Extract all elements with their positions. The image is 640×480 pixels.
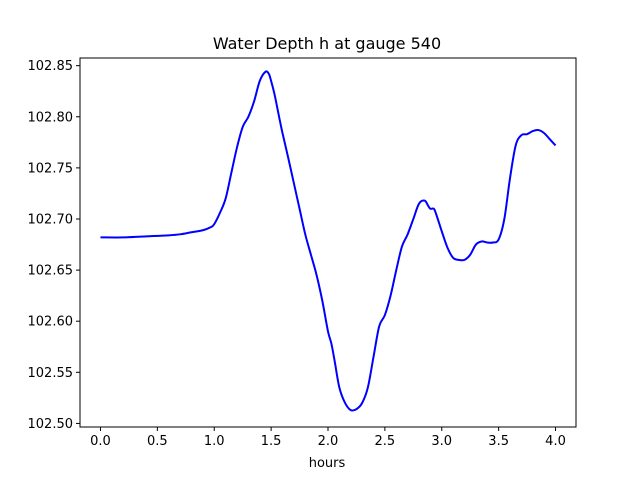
x-tick-label: 4.0 (545, 434, 566, 449)
y-tick-label: 102.80 (28, 110, 74, 125)
y-tick-label: 102.70 (28, 212, 74, 227)
x-tick-label: 0.5 (147, 434, 168, 449)
x-tick-label: 2.0 (318, 434, 339, 449)
y-tick-label: 102.60 (28, 315, 74, 330)
x-axis: 0.0 0.5 1.0 1.5 2.0 2.5 3.0 3.5 4.0 (90, 427, 566, 449)
x-tick-label: 3.0 (431, 434, 452, 449)
x-axis-label: hours (309, 456, 346, 471)
chart-title: Water Depth h at gauge 540 (213, 34, 441, 53)
plot-area (100, 70, 557, 412)
x-tick-label: 2.5 (375, 434, 396, 449)
x-tick-label: 3.5 (488, 434, 509, 449)
y-tick-label: 102.75 (28, 161, 74, 176)
y-tick-label: 102.65 (28, 264, 74, 279)
x-tick-label: 0.0 (90, 434, 111, 449)
plot-frame (79, 57, 577, 428)
y-axis: 102.50 102.55 102.60 102.65 102.70 102.75 102.… (28, 59, 80, 432)
y-tick-label: 102.85 (28, 59, 74, 74)
series-line (100, 70, 557, 412)
y-tick-label: 102.50 (28, 417, 74, 432)
x-tick-label: 1.5 (261, 434, 282, 449)
y-tick-label: 102.55 (28, 366, 74, 381)
x-tick-label: 1.0 (204, 434, 225, 449)
